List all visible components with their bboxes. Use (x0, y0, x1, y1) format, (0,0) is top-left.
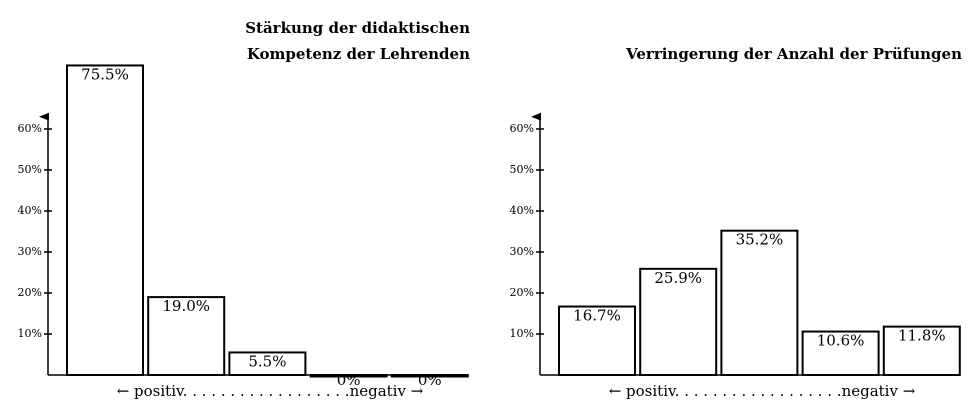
bar (801, 330, 880, 377)
value-label: 10.6% (817, 332, 865, 350)
bar (558, 305, 636, 376)
y-tick-label: 40% (510, 204, 534, 217)
y-tick-label: 10% (510, 327, 534, 340)
y-tick-label: 60% (18, 122, 42, 135)
x-axis-label: ← positiv. . . . . . . . . . . . . . . .… (117, 382, 424, 400)
chart-title: Kompetenz der Lehrenden (247, 45, 470, 63)
y-tick-label: 10% (18, 327, 42, 340)
bar (390, 374, 469, 378)
value-label: 11.8% (898, 327, 946, 345)
x-axis-label: ← positiv. . . . . . . . . . . . . . . .… (609, 382, 916, 400)
y-tick-label: 50% (18, 163, 42, 176)
value-label: 16.7% (573, 307, 621, 325)
y-tick-label: 60% (510, 122, 534, 135)
y-tick-label: 30% (510, 245, 534, 258)
bar (639, 267, 718, 376)
value-label: 0% (418, 371, 442, 389)
value-label: 5.5% (248, 352, 286, 370)
value-label: 75.5% (81, 65, 129, 83)
bar (147, 296, 226, 377)
chart-title: Stärkung der didaktischen (245, 19, 470, 37)
y-tick-label: 30% (18, 245, 42, 258)
y-tick-label: 50% (510, 163, 534, 176)
value-label: 19.0% (162, 297, 210, 315)
bar (882, 325, 961, 376)
bar (720, 229, 799, 376)
value-label: 0% (337, 371, 361, 389)
bar (309, 374, 388, 378)
y-tick-label: 20% (510, 286, 534, 299)
chart-title: Verringerung der Anzahl der Prüfungen (625, 45, 962, 63)
y-tick-label: 40% (18, 204, 42, 217)
value-label: 35.2% (736, 231, 784, 249)
bar (66, 64, 144, 376)
y-tick-label: 20% (18, 286, 42, 299)
value-label: 25.9% (654, 269, 702, 287)
bar (228, 351, 307, 377)
